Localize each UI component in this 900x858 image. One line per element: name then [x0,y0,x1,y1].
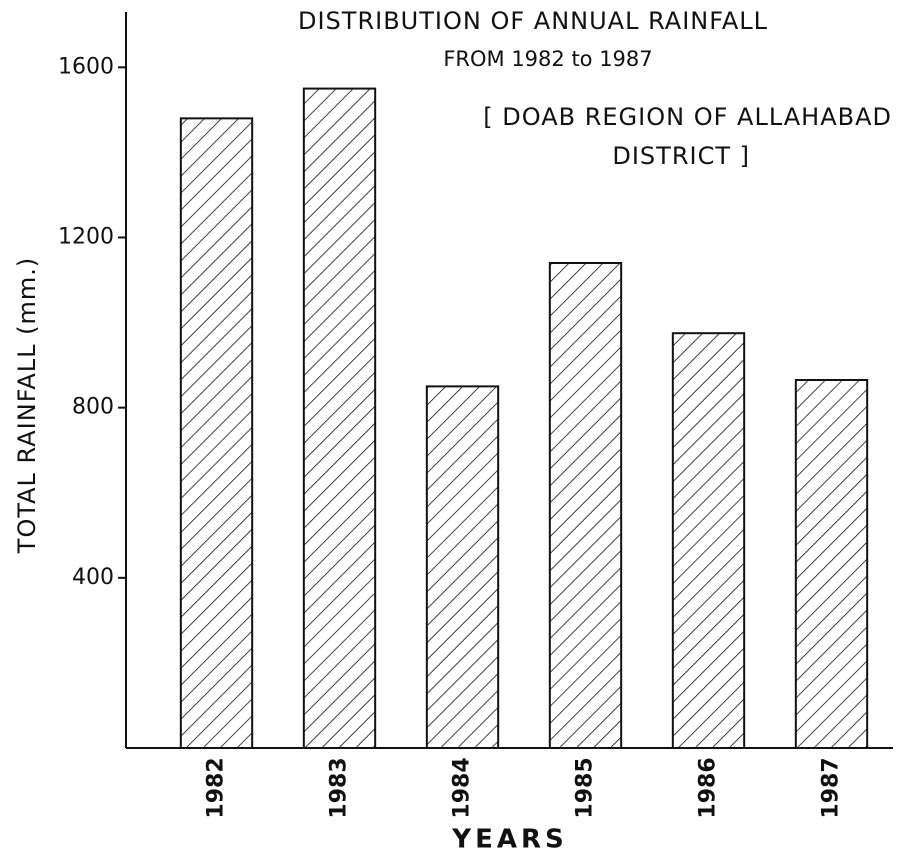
bar [179,117,254,749]
bar [794,379,869,749]
bar [671,332,746,749]
x-tick-label: 1985 [573,757,598,818]
bar [425,385,500,749]
x-tick-label: 1986 [696,757,721,818]
x-tick-label: 1984 [450,757,475,818]
chart-subtitle: FROM 1982 to 1987 [443,47,652,71]
x-tick-label: 1987 [819,757,844,818]
x-tick-label: 1983 [327,757,352,818]
x-axis-label: YEARS [451,825,567,855]
y-axis-label: TOTAL RAINFALL (mm.) [13,257,41,554]
y-tick-label: 1200 [58,224,114,249]
bar [548,262,623,749]
x-tick-label: 1982 [204,757,229,818]
y-tick-label: 800 [72,395,114,420]
annotation: DISTRICT ] [612,142,750,170]
y-tick-label: 400 [72,565,114,590]
bar [302,87,377,749]
y-tick-label: 1600 [58,54,114,79]
chart-title: DISTRIBUTION OF ANNUAL RAINFALL [298,7,768,35]
annotation: [ DOAB REGION OF ALLAHABAD [483,103,892,131]
